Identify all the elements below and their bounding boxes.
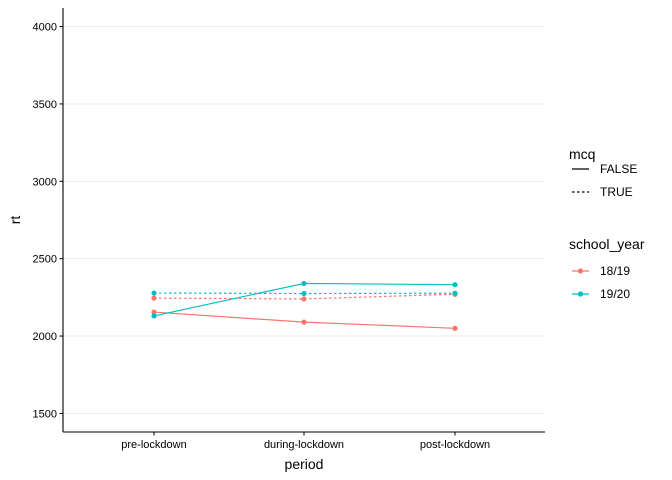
legend-school-year-label-1920: 19/20 <box>600 287 630 301</box>
data-point-1819-false-pre-lockdown <box>151 309 157 315</box>
legend-mcq-title: mcq <box>569 146 595 162</box>
data-point-1819-true-pre-lockdown <box>151 295 157 301</box>
y-tick-label-1500: 1500 <box>33 408 57 420</box>
data-point-1819-false-during-lockdown <box>301 319 307 325</box>
y-tick-label-2500: 2500 <box>33 254 57 266</box>
legend-school-year: school_year 18/19 19/20 <box>569 236 645 301</box>
series-points <box>151 280 458 331</box>
data-point-1819-true-during-lockdown <box>301 296 307 302</box>
data-point-1920-true-post-lockdown <box>452 290 458 296</box>
legend-school-year-label-1819: 18/19 <box>600 264 630 278</box>
y-ticks: 1500 2000 2500 3000 3500 4000 <box>33 22 63 420</box>
data-point-1920-true-pre-lockdown <box>151 290 157 296</box>
x-ticks: pre-lockdown during-lockdown post-lockdown <box>121 432 490 451</box>
legend-school-year-point-1920 <box>577 291 584 297</box>
y-tick-label-2000: 2000 <box>33 331 57 343</box>
x-axis-title: period <box>285 456 324 472</box>
legend-school-year-point-1819 <box>577 268 584 274</box>
y-tick-label-4000: 4000 <box>33 22 57 34</box>
y-tick-label-3000: 3000 <box>33 176 57 188</box>
x-tick-label-pre-lockdown: pre-lockdown <box>121 439 186 451</box>
legend-school-year-title: school_year <box>569 236 645 252</box>
legend-mcq-label-true: TRUE <box>600 185 633 199</box>
data-point-1920-false-post-lockdown <box>452 282 458 288</box>
y-axis-title: rt <box>7 216 23 225</box>
x-tick-label-post-lockdown: post-lockdown <box>420 439 490 451</box>
data-point-1920-false-during-lockdown <box>301 280 307 287</box>
grid-lines <box>63 26 545 414</box>
legend-mcq: mcq FALSE TRUE <box>569 146 637 199</box>
legend-mcq-label-false: FALSE <box>600 162 637 176</box>
data-point-1920-true-during-lockdown <box>301 290 307 297</box>
y-tick-label-3500: 3500 <box>33 99 57 111</box>
data-point-1920-false-pre-lockdown <box>151 313 157 319</box>
data-point-1819-false-post-lockdown <box>452 325 458 331</box>
x-tick-label-during-lockdown: during-lockdown <box>264 439 344 451</box>
